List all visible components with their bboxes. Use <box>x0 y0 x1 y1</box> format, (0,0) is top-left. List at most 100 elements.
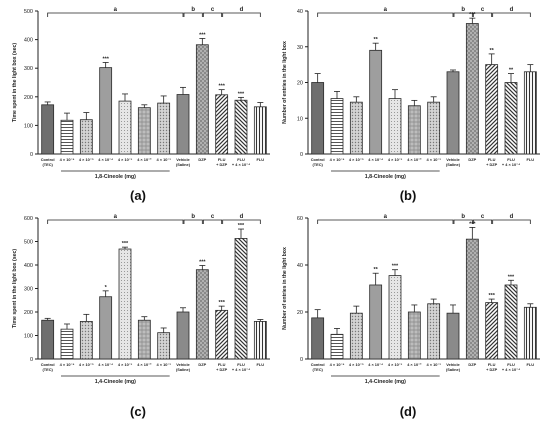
significance-label: *** <box>218 84 225 90</box>
y-tick-label: 100 <box>24 334 33 340</box>
y-tick-label: 100 <box>24 123 33 129</box>
bar <box>369 284 383 360</box>
comparison-bracket: a <box>47 7 184 17</box>
bracket-line <box>222 219 261 224</box>
bracket-label: c <box>481 7 485 13</box>
bar <box>330 98 344 155</box>
x-tick-label: 4 × 10⁻² <box>137 362 152 367</box>
bracket-label: b <box>461 214 465 220</box>
comparison-bracket: b <box>183 7 203 17</box>
bracket-line <box>183 12 203 17</box>
chart-panel: 0 10 20 30 40 Number of entries in the light … <box>282 7 540 203</box>
significance-label: *** <box>469 221 476 227</box>
bracket-line <box>222 12 261 17</box>
bar <box>157 102 171 155</box>
bracket-line <box>472 219 493 224</box>
x-tick-label: 4 × 10⁻⁴ <box>368 157 383 162</box>
x-tick-label: FLU + DZP <box>486 157 498 167</box>
bar <box>311 82 325 155</box>
bar <box>504 82 518 155</box>
bar <box>215 94 229 155</box>
significance-label: *** <box>469 12 476 18</box>
significance-label: *** <box>102 56 109 62</box>
y-tick-label: 10 <box>297 116 303 122</box>
x-tick-label: Vehicle (Saline) <box>176 157 191 167</box>
bar <box>118 100 132 155</box>
y-tick-label: 200 <box>24 310 33 316</box>
significance-label: *** <box>238 223 245 229</box>
bar <box>137 319 151 360</box>
x-tick-label: FLU <box>527 362 535 367</box>
x-tick-label: Vehicle (Saline) <box>176 362 191 372</box>
significance-label: ** <box>490 48 495 54</box>
x-tick-label: 4 × 10⁻⁵ <box>79 157 94 162</box>
bracket-line <box>492 12 531 17</box>
comparison-bracket: b <box>453 214 473 224</box>
chart-panel: 0 20 40 60 Number of entries in the light bo… <box>282 214 540 419</box>
bar <box>79 119 93 155</box>
bracket-label: b <box>191 214 195 220</box>
bar <box>99 296 113 360</box>
y-tick-label: 0 <box>300 357 303 363</box>
comparison-bracket: c <box>472 7 493 17</box>
bracket-line <box>453 219 473 224</box>
x-tick-label: Vehicle (Saline) <box>446 157 461 167</box>
bracket-label: d <box>510 7 514 13</box>
bracket-label: a <box>384 7 388 13</box>
bracket-line <box>492 219 531 224</box>
x-axis-title: 1,4-Cineole (mg) <box>365 379 406 385</box>
y-tick-label: 500 <box>24 240 33 246</box>
bar <box>79 320 93 360</box>
x-tick-label: 4 × 10⁻⁵ <box>349 157 364 162</box>
x-axis-title: 1,4-Cineole (mg) <box>95 379 136 385</box>
bar <box>523 306 537 360</box>
bracket-line <box>317 12 454 17</box>
y-tick-label: 400 <box>24 263 33 269</box>
bar <box>234 238 248 360</box>
bar <box>369 49 383 155</box>
comparison-bracket: c <box>202 7 223 17</box>
x-tick-label: 4 × 10⁻⁴ <box>368 362 383 367</box>
y-tick-label: 300 <box>24 66 33 72</box>
significance-label: ** <box>374 267 379 273</box>
x-tick-label: FLU + DZP <box>216 157 228 167</box>
significance-label: *** <box>392 264 399 270</box>
x-tick-label: Control (TEC) <box>311 157 325 167</box>
y-tick-label: 400 <box>24 38 33 44</box>
x-tick-label: 4 × 10⁻² <box>407 157 422 162</box>
x-tick-label: 4 × 10⁻⁶ <box>330 362 345 367</box>
comparison-bracket: d <box>492 214 531 224</box>
comparison-bracket: d <box>492 7 531 17</box>
x-tick-label: 4 × 10⁻⁶ <box>60 362 75 367</box>
bracket-line <box>317 219 454 224</box>
x-axis-title: 1,8-Cineole (mg) <box>95 174 136 180</box>
bar <box>195 269 209 360</box>
x-tick-label: 4 × 10⁻⁴ <box>98 362 113 367</box>
significance-label: * <box>105 285 108 291</box>
x-tick-label: DZP <box>198 362 206 367</box>
x-tick-label: FLU + DZP <box>216 362 228 372</box>
bracket-line <box>202 219 223 224</box>
bar <box>215 309 229 360</box>
x-tick-label: 4 × 10⁻⁶ <box>330 157 345 162</box>
y-axis-title: Number of entries in the light box <box>282 41 288 124</box>
bar <box>349 312 363 360</box>
bracket-label: c <box>211 7 215 13</box>
x-tick-label: 4 × 10⁻¹ <box>427 362 442 367</box>
comparison-bracket: c <box>202 214 223 224</box>
chart-panel: 0 100 200 300 400 500 600 Time spent in the lig… <box>12 214 270 419</box>
bracket-label: d <box>240 7 244 13</box>
significance-label: *** <box>508 274 515 280</box>
x-tick-label: 4 × 10⁻¹ <box>157 157 172 162</box>
bar <box>157 332 171 360</box>
bar <box>330 333 344 360</box>
bar <box>60 328 74 360</box>
y-tick-label: 0 <box>30 357 33 363</box>
bar <box>465 238 479 360</box>
bar <box>60 119 74 155</box>
x-tick-label: FLU + DZP <box>486 362 498 372</box>
comparison-bracket: a <box>317 7 454 17</box>
x-tick-label: 4 × 10⁻¹ <box>157 362 172 367</box>
x-tick-label: Control (TEC) <box>41 157 55 167</box>
